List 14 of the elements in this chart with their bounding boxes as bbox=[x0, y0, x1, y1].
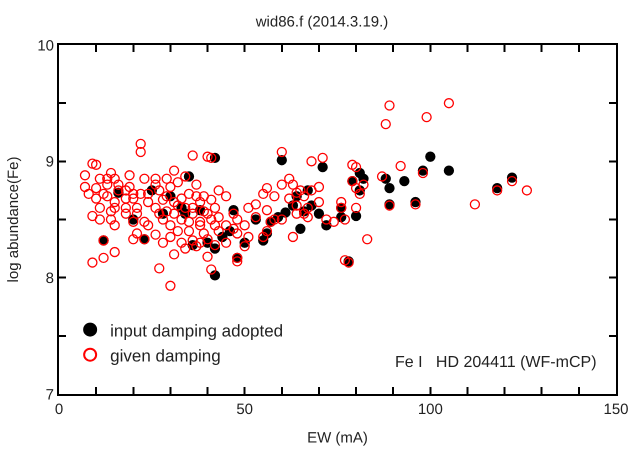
legend-label: given damping bbox=[110, 346, 221, 366]
legend-label: input damping adopted bbox=[110, 321, 284, 340]
x-tick-label: 100 bbox=[418, 401, 443, 418]
y-tick-label: 9 bbox=[46, 154, 54, 171]
y-tick-label: 7 bbox=[46, 386, 54, 404]
x-tick-label: 0 bbox=[54, 401, 64, 418]
x-axis-title: EW (mA) bbox=[307, 430, 368, 446]
y-tick-label: 8 bbox=[46, 270, 54, 287]
y-tick-label: 10 bbox=[37, 37, 54, 54]
annotation: Fe I HD 204411 (WF-mCP) bbox=[395, 354, 597, 371]
chart-title: wid86.f (2014.3.19.) bbox=[254, 13, 388, 30]
y-axis-title: log abundance(Fe) bbox=[5, 156, 22, 282]
x-tick-label: 50 bbox=[236, 401, 254, 418]
x-tick-label: 150 bbox=[603, 401, 629, 418]
